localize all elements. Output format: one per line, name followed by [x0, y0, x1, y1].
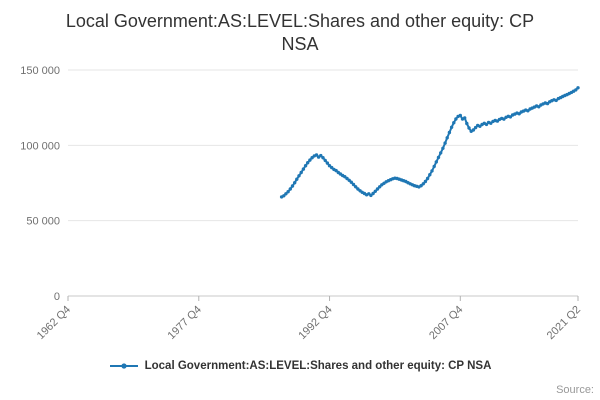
series-marker	[284, 192, 288, 196]
series-marker	[467, 126, 471, 130]
series-marker	[286, 190, 290, 194]
series-marker	[421, 182, 425, 186]
series-marker	[432, 164, 436, 169]
series-marker	[447, 130, 452, 135]
legend-label: Local Government:AS:LEVEL:Shares and oth…	[144, 360, 492, 373]
series-marker	[465, 121, 469, 126]
series-marker	[445, 136, 449, 140]
series-marker	[288, 187, 292, 191]
series-marker	[290, 184, 295, 188]
series-marker	[439, 151, 443, 155]
x-tick-label: 2021 Q2	[545, 304, 583, 342]
x-tick-label: 1992 Q4	[296, 304, 334, 342]
series-marker	[327, 164, 332, 168]
series-marker	[306, 161, 310, 165]
legend-line-icon	[109, 363, 138, 369]
series-marker	[319, 153, 323, 158]
series-marker	[458, 113, 462, 118]
chart-title-line1: Local Government:AS:LEVEL:Shares and oth…	[65, 11, 535, 31]
series-marker	[452, 121, 456, 125]
x-tick-label: 2007 Q4	[427, 304, 465, 342]
series-marker	[297, 174, 301, 178]
series-marker	[323, 158, 327, 163]
series-marker	[471, 128, 476, 132]
series-marker	[369, 193, 373, 198]
chart-title: Local Government:AS:LEVEL:Shares and oth…	[0, 0, 600, 56]
series-marker	[334, 168, 338, 173]
series-marker	[354, 185, 358, 189]
series-marker	[449, 125, 454, 130]
series-marker	[321, 156, 325, 160]
series-marker	[375, 187, 380, 191]
chart-svg: 0 50 000 100 000 150 000 1962 Q4 1977 Q4 1992 …	[20, 65, 583, 342]
series-marker	[428, 173, 432, 177]
legend: Local Government:AS:LEVEL:Shares and oth…	[0, 358, 600, 374]
series-marker	[303, 164, 308, 168]
chart-title-line2: NSA	[281, 34, 319, 55]
series-marker	[436, 155, 441, 160]
series-marker	[425, 176, 430, 181]
series-marker	[423, 179, 428, 184]
y-tick-label: 50 000	[26, 216, 60, 228]
series-marker	[419, 184, 423, 188]
series-marker	[314, 153, 319, 157]
series-marker	[351, 182, 356, 187]
series-marker	[293, 181, 297, 185]
series-marker	[508, 115, 513, 119]
series-marker	[574, 88, 578, 92]
series-marker	[299, 170, 303, 175]
series-marker	[463, 116, 467, 120]
series-marker	[454, 117, 458, 121]
x-tick-label: 1962 Q4	[35, 304, 73, 342]
series-line	[280, 86, 579, 198]
source-label: Source:	[556, 384, 594, 396]
series-marker	[325, 161, 330, 165]
x-tick-label: 1977 Q4	[166, 304, 204, 342]
series-marker	[441, 146, 445, 151]
chart-area: 0 50 000 100 000 150 000 1962 Q4 1977 Q4 1992 …	[0, 56, 600, 352]
series-marker	[301, 167, 306, 171]
series-marker	[373, 189, 377, 194]
series-marker	[473, 125, 478, 130]
series-marker	[430, 169, 434, 173]
series-marker	[349, 180, 353, 184]
series-marker	[434, 160, 438, 164]
series-marker	[295, 177, 299, 181]
series-marker	[443, 141, 447, 145]
series-marker	[371, 191, 375, 196]
series-marker	[576, 86, 580, 90]
y-tick-label: 150 000	[20, 65, 60, 77]
series-marker	[308, 158, 312, 162]
y-tick-label: 100 000	[20, 140, 60, 152]
y-tick-label: 0	[54, 291, 60, 303]
